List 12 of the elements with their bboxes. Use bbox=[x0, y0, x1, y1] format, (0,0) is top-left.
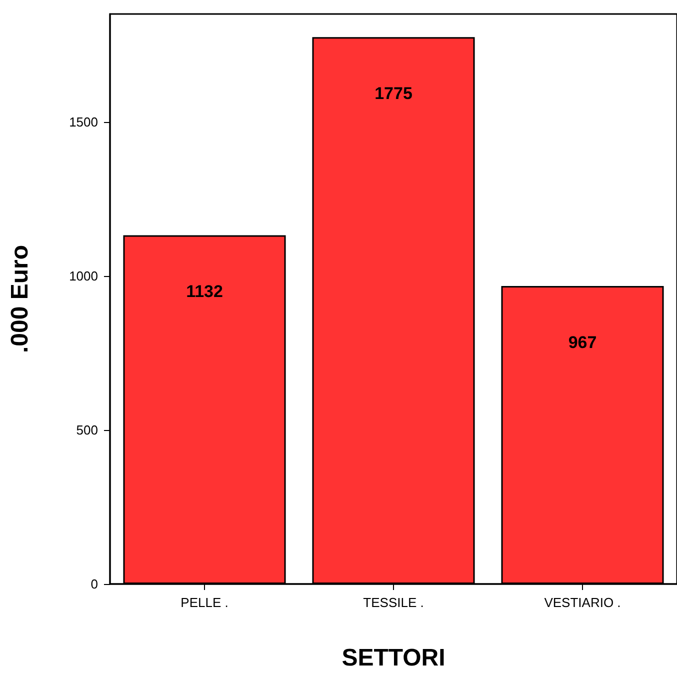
y-tick-label: 0 bbox=[90, 576, 98, 592]
y-tick-label: 1000 bbox=[69, 268, 98, 284]
y-tick-label: 500 bbox=[76, 422, 98, 438]
x-tick-label: PELLE . bbox=[180, 595, 228, 610]
x-axis-title: SETTORI bbox=[342, 644, 446, 672]
x-tick-label: VESTIARIO . bbox=[544, 595, 621, 610]
x-tick-label: TESSILE . bbox=[363, 595, 424, 610]
data-label: 967 bbox=[568, 333, 597, 352]
data-label: 1775 bbox=[374, 84, 412, 104]
y-axis-title: .000 Euro bbox=[6, 244, 34, 354]
data-label: 1132 bbox=[186, 282, 223, 302]
y-tick-label: 1500 bbox=[69, 114, 98, 130]
